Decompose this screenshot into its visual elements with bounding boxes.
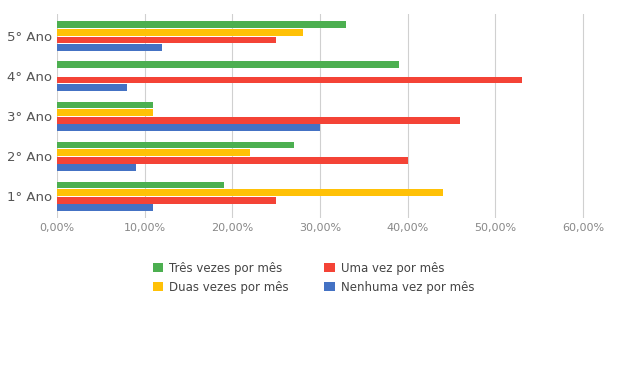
Bar <box>57 36 276 43</box>
Bar <box>57 61 399 68</box>
Bar <box>57 204 153 211</box>
Bar <box>57 44 162 51</box>
Bar <box>57 181 224 188</box>
Bar <box>57 149 250 156</box>
Bar <box>57 22 346 28</box>
Bar <box>57 157 408 164</box>
Bar <box>57 29 302 36</box>
Bar <box>57 189 443 196</box>
Bar <box>57 124 320 131</box>
Bar <box>57 101 153 108</box>
Bar <box>57 84 127 91</box>
Legend: Três vezes por mês, Duas vezes por mês, Uma vez por mês, Nenhuma vez por mês: Três vezes por mês, Duas vezes por mês, … <box>148 257 479 298</box>
Bar <box>57 197 276 204</box>
Bar <box>57 117 460 123</box>
Bar <box>57 77 522 84</box>
Bar <box>57 164 136 171</box>
Bar <box>57 109 153 116</box>
Bar <box>57 142 294 148</box>
